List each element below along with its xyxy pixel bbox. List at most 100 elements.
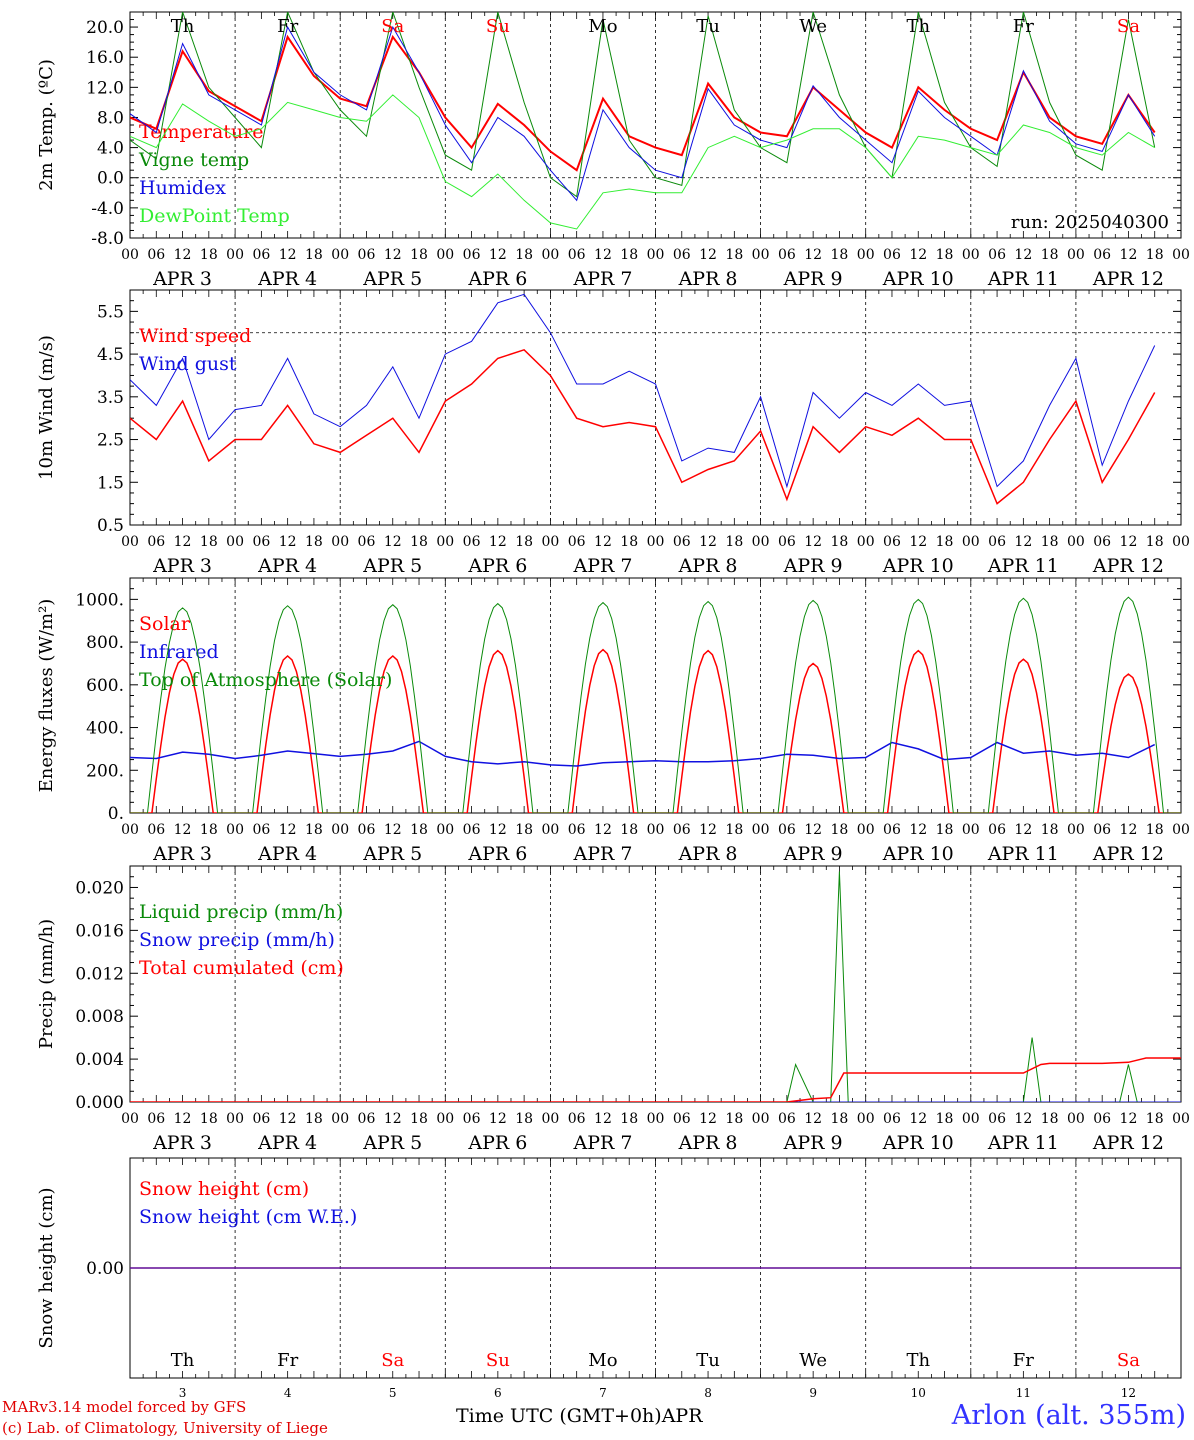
hour-label: 12 xyxy=(804,534,822,550)
day-number: 8 xyxy=(704,1386,712,1400)
date-label: APR 7 xyxy=(572,555,632,577)
weekday-label: Mo xyxy=(588,1350,617,1371)
hour-label: 18 xyxy=(410,534,428,550)
series-precip-0 xyxy=(130,871,1181,1102)
hour-label: 06 xyxy=(252,247,270,263)
hour-label: 18 xyxy=(725,534,743,550)
date-label: APR 10 xyxy=(882,843,954,865)
hour-label: 00 xyxy=(962,247,980,263)
hour-label: 00 xyxy=(121,534,139,550)
weekday-label: Fr xyxy=(277,1350,298,1371)
hour-label: 06 xyxy=(147,247,165,263)
hour-label: 00 xyxy=(541,822,559,838)
legend-entry: Snow precip (mm/h) xyxy=(139,929,335,951)
hour-label: 06 xyxy=(1093,247,1111,263)
hour-label: 00 xyxy=(1172,1111,1190,1127)
hour-label: 06 xyxy=(778,534,796,550)
hour-label: 00 xyxy=(857,1111,875,1127)
hour-label: 18 xyxy=(515,247,533,263)
hour-label: 18 xyxy=(936,534,954,550)
hour-label: 00 xyxy=(331,534,349,550)
hour-label: 18 xyxy=(305,534,323,550)
y-axis-label: 2m Temp. (ºC) xyxy=(36,59,57,191)
y-tick-label: 1000. xyxy=(75,590,124,610)
y-tick-label: 200. xyxy=(86,761,124,781)
date-label: APR 5 xyxy=(362,1132,422,1154)
hour-label: 00 xyxy=(857,822,875,838)
hour-label: 06 xyxy=(147,822,165,838)
weekday-label: Fr xyxy=(1013,1350,1034,1371)
date-label: APR 3 xyxy=(152,843,212,865)
y-tick-label: 1.5 xyxy=(97,473,124,493)
hour-label: 12 xyxy=(909,822,927,838)
hour-label: 00 xyxy=(121,1111,139,1127)
hour-label: 06 xyxy=(883,1111,901,1127)
hour-label: 12 xyxy=(594,822,612,838)
legend-entry: Snow height (cm W.E.) xyxy=(139,1206,357,1228)
hour-label: 06 xyxy=(1093,1111,1111,1127)
hour-label: 00 xyxy=(1172,247,1190,263)
hour-label: 12 xyxy=(1120,534,1138,550)
hour-label: 12 xyxy=(1120,247,1138,263)
hour-label: 00 xyxy=(752,247,770,263)
hour-label: 00 xyxy=(436,534,454,550)
y-tick-label: 0. xyxy=(108,804,124,824)
hour-label: 06 xyxy=(988,1111,1006,1127)
series-temperature-1 xyxy=(130,12,1156,198)
hour-label: 06 xyxy=(463,247,481,263)
weekday-label: Fr xyxy=(1013,16,1034,37)
hour-label: 12 xyxy=(174,534,192,550)
hour-label: 18 xyxy=(725,247,743,263)
y-tick-label: 16.0 xyxy=(86,48,124,68)
hour-label: 18 xyxy=(620,534,638,550)
date-label: APR 3 xyxy=(152,555,212,577)
weekday-label: Tu xyxy=(696,16,720,37)
day-number: 5 xyxy=(389,1386,397,1400)
date-label: APR 8 xyxy=(678,268,738,290)
legend-entry: Temperature xyxy=(139,121,263,143)
date-label: APR 4 xyxy=(257,555,317,577)
hour-label: 18 xyxy=(620,247,638,263)
y-tick-label: 8.0 xyxy=(97,108,124,128)
hour-label: 12 xyxy=(279,1111,297,1127)
hour-label: 06 xyxy=(778,822,796,838)
hour-label: 18 xyxy=(515,534,533,550)
series-temperature-3 xyxy=(130,94,1155,230)
x-axis-title: Time UTC (GMT+0h)APR xyxy=(456,1405,703,1427)
weekday-label: Sa xyxy=(381,16,404,37)
weekday-label: Th xyxy=(171,16,195,37)
weekday-label: We xyxy=(799,1350,827,1371)
y-tick-label: 800. xyxy=(86,633,124,653)
date-label: APR 9 xyxy=(783,843,843,865)
legend-entry: Wind gust xyxy=(139,353,237,375)
hour-label: 12 xyxy=(489,247,507,263)
date-label: APR 8 xyxy=(678,843,738,865)
model-credit: MARv3.14 model forced by GFS xyxy=(2,1398,247,1416)
y-tick-label: 2.5 xyxy=(97,431,124,451)
hour-label: 18 xyxy=(1041,247,1059,263)
y-axis-label: Energy fluxes (W/m²) xyxy=(36,599,57,793)
weekday-label: Th xyxy=(906,16,930,37)
hour-label: 00 xyxy=(857,534,875,550)
hour-label: 06 xyxy=(568,247,586,263)
y-tick-label: 12.0 xyxy=(86,78,124,98)
y-tick-label: 0.0 xyxy=(97,169,124,189)
y-tick-label: 0.012 xyxy=(75,964,124,984)
hour-label: 18 xyxy=(305,247,323,263)
legend-entry: Infrared xyxy=(139,641,219,663)
hour-label: 12 xyxy=(279,822,297,838)
date-label: APR 7 xyxy=(572,1132,632,1154)
y-axis-label: 10m Wind (m/s) xyxy=(36,335,57,480)
y-tick-label: 4.5 xyxy=(97,345,124,365)
legend-entry: DewPoint Temp xyxy=(139,205,290,227)
hour-label: 18 xyxy=(1041,1111,1059,1127)
hour-label: 00 xyxy=(436,1111,454,1127)
legend-entry: Liquid precip (mm/h) xyxy=(139,901,343,923)
hour-label: 12 xyxy=(594,247,612,263)
panel-temperature: 20.0 16.0 12.0 8.0 4.0 0.0 -4.0 -8.0 2m Temp. (º… xyxy=(36,11,1190,290)
hour-label: 18 xyxy=(1146,247,1164,263)
hour-label: 00 xyxy=(331,247,349,263)
hour-label: 18 xyxy=(200,247,218,263)
hour-label: 00 xyxy=(226,534,244,550)
